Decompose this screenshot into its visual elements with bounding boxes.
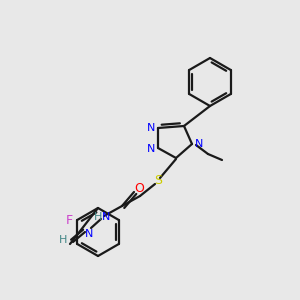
Text: N: N <box>147 123 155 133</box>
Text: H: H <box>94 212 102 222</box>
Text: N: N <box>85 229 93 239</box>
Text: S: S <box>154 173 162 187</box>
Text: O: O <box>134 182 144 196</box>
Text: H: H <box>59 235 67 245</box>
Text: N: N <box>195 139 203 149</box>
Text: N: N <box>102 212 110 222</box>
Text: F: F <box>66 214 73 227</box>
Text: N: N <box>147 144 155 154</box>
